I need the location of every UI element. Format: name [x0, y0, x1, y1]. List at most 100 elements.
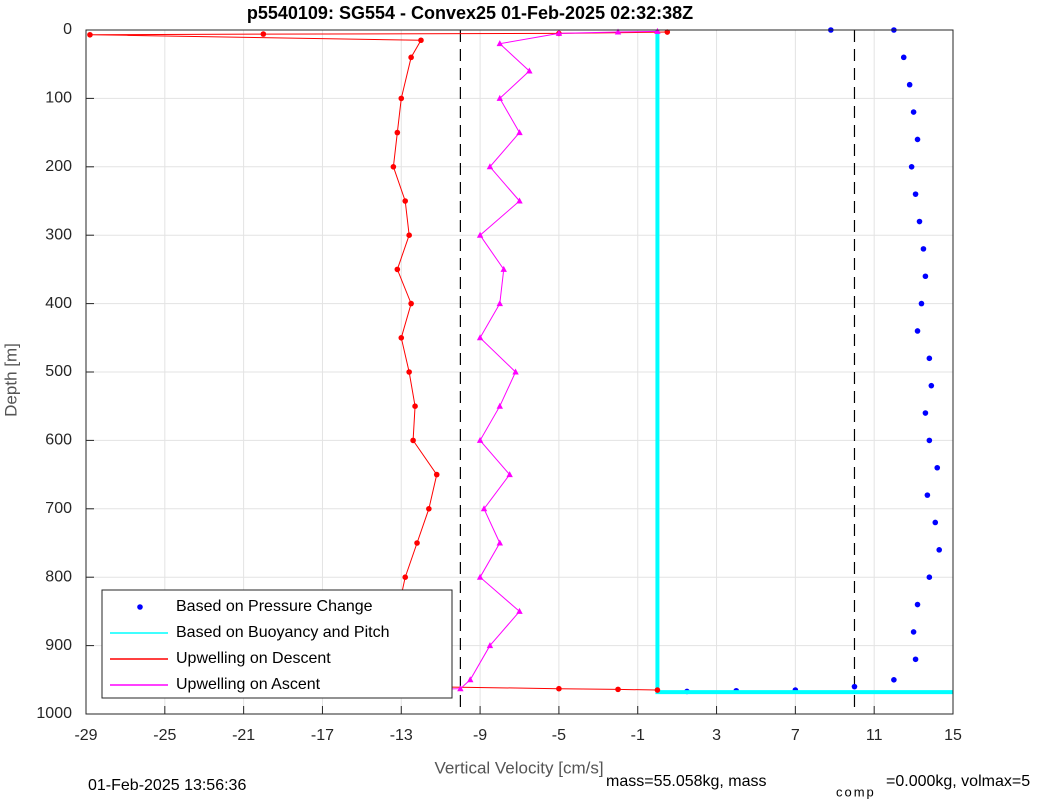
marker	[556, 685, 562, 692]
marker	[900, 54, 907, 61]
legend-label: Upwelling on Descent	[176, 650, 331, 667]
x-tick-label: 3	[712, 727, 721, 744]
marker	[910, 629, 917, 635]
marker	[908, 164, 915, 170]
y-tick-label: 700	[45, 500, 72, 517]
legend-label: Upwelling on Ascent	[176, 676, 321, 693]
y-tick-label: 900	[45, 637, 72, 654]
marker	[912, 656, 919, 663]
marker	[137, 604, 143, 610]
marker	[926, 437, 933, 444]
marker	[457, 685, 464, 692]
marker	[398, 335, 405, 341]
marker	[418, 37, 424, 44]
x-tick-label: -29	[74, 727, 97, 744]
marker	[654, 687, 661, 693]
marker	[924, 492, 931, 498]
y-tick-label: 1000	[36, 705, 72, 722]
series	[684, 27, 943, 695]
marker	[512, 368, 519, 375]
x-tick-label: -21	[232, 727, 255, 744]
timestamp: 01-Feb-2025 13:56:36	[88, 777, 246, 794]
marker	[914, 601, 921, 608]
chart-title: p5540109: SG554 - Convex25 01-Feb-2025 0…	[247, 3, 693, 23]
marker	[664, 29, 671, 35]
marker	[433, 471, 440, 478]
marker	[516, 607, 523, 614]
marker	[414, 540, 420, 546]
marker	[496, 539, 503, 546]
marker	[408, 300, 414, 307]
marker	[496, 402, 503, 409]
marker	[476, 334, 484, 341]
marker	[926, 574, 933, 580]
y-tick-label: 600	[45, 432, 72, 449]
marker	[928, 382, 935, 389]
marker	[394, 266, 401, 273]
y-tick-label: 400	[45, 295, 72, 312]
marker	[654, 27, 661, 34]
marker	[496, 40, 503, 47]
marker	[87, 31, 93, 38]
marker	[426, 506, 432, 512]
marker	[486, 642, 494, 649]
marker	[932, 519, 939, 526]
x-tick-label: -9	[473, 727, 487, 744]
marker	[516, 129, 523, 136]
marker	[891, 677, 897, 683]
marker	[476, 436, 484, 443]
x-tick-label: -17	[311, 727, 334, 744]
y-tick-label: 300	[45, 226, 72, 243]
legend-box	[101, 589, 453, 699]
marker	[402, 198, 409, 204]
marker	[526, 67, 533, 74]
y-tick-label: 500	[45, 363, 72, 380]
x-tick-label: 7	[791, 727, 800, 744]
legend: Based on Pressure Change Based on Buoyanc…	[101, 589, 453, 699]
marker	[926, 355, 933, 362]
marker	[480, 505, 488, 512]
x-tick-label: -5	[552, 727, 566, 744]
marker	[467, 676, 474, 683]
plot-frame	[85, 29, 954, 715]
marker	[402, 574, 409, 580]
marker	[394, 129, 401, 136]
marker	[398, 95, 405, 102]
marker	[914, 136, 921, 143]
x-tick-label: -1	[631, 727, 645, 744]
marker	[615, 686, 621, 693]
mass-note: mass=55.058kg, mass	[606, 773, 767, 790]
marker	[496, 300, 503, 307]
marker	[476, 573, 484, 580]
x-tick-label: 11	[866, 727, 883, 744]
legend-label: Based on Pressure Change	[176, 598, 373, 615]
marker	[920, 246, 927, 252]
marker	[496, 94, 503, 101]
y-tick-label: 200	[45, 158, 72, 175]
marker	[614, 28, 622, 35]
marker	[906, 81, 913, 88]
marker	[912, 191, 919, 197]
x-tick-label: -13	[390, 727, 413, 744]
legend-label: Based on Buoyancy and Pitch	[176, 624, 389, 641]
marker	[410, 437, 416, 444]
marker	[936, 547, 943, 553]
marker	[390, 164, 397, 170]
marker	[260, 31, 267, 37]
marker	[934, 464, 941, 471]
volmax-note: =0.000kg, volmax=5	[886, 773, 1030, 790]
marker	[486, 163, 494, 170]
marker	[851, 683, 858, 690]
marker	[506, 471, 513, 478]
x-tick-label: 15	[944, 727, 962, 744]
series	[342, 27, 661, 694]
y-tick-label: 0	[63, 21, 72, 38]
marker	[918, 300, 925, 307]
marker	[916, 218, 923, 225]
y-tick-label: 800	[45, 568, 72, 585]
y-tick-label: 100	[45, 90, 72, 107]
marker	[406, 232, 412, 238]
marker	[516, 197, 523, 204]
